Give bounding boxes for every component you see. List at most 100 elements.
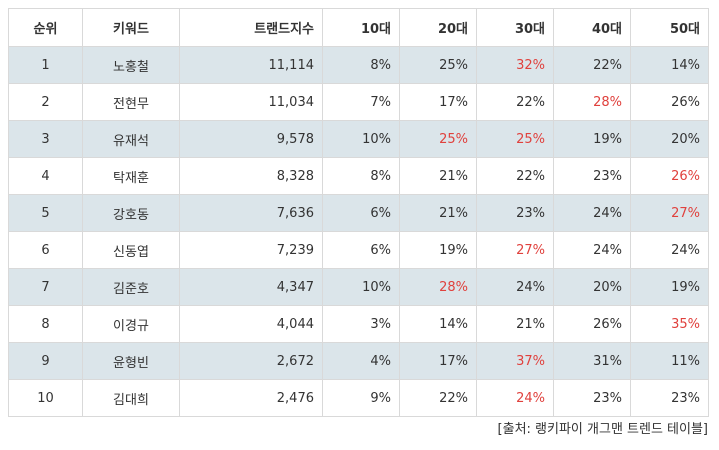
age-share-cell: 22% bbox=[476, 83, 554, 121]
table-row: 1 노홍철 11,114 8% 25% 32% 22% 14% bbox=[8, 46, 709, 84]
header-row: 순위 키워드 트랜드지수 10대 20대 30대 40대 50대 bbox=[8, 8, 709, 47]
trend-index-cell: 2,672 bbox=[179, 342, 323, 380]
age-share-cell: 10% bbox=[322, 120, 400, 158]
age-share-cell: 17% bbox=[399, 342, 477, 380]
table-row: 3 유재석 9,578 10% 25% 25% 19% 20% bbox=[8, 120, 709, 158]
rank-cell: 3 bbox=[8, 120, 83, 158]
rank-cell: 4 bbox=[8, 157, 83, 195]
keyword-cell: 전현무 bbox=[82, 83, 180, 121]
age-share-cell: 20% bbox=[630, 120, 709, 158]
keyword-cell: 이경규 bbox=[82, 305, 180, 343]
header-age-30s: 30대 bbox=[476, 8, 554, 47]
table-row: 4 탁재훈 8,328 8% 21% 22% 23% 26% bbox=[8, 157, 709, 195]
age-share-cell: 22% bbox=[399, 379, 477, 417]
age-share-cell: 23% bbox=[630, 379, 709, 417]
age-share-cell: 27% bbox=[630, 194, 709, 232]
header-age-10s: 10대 bbox=[322, 8, 400, 47]
trend-index-cell: 4,347 bbox=[179, 268, 323, 306]
trend-index-cell: 4,044 bbox=[179, 305, 323, 343]
header-rank: 순위 bbox=[8, 8, 83, 47]
age-share-cell: 19% bbox=[553, 120, 631, 158]
keyword-cell: 유재석 bbox=[82, 120, 180, 158]
age-share-cell: 26% bbox=[630, 157, 709, 195]
rank-cell: 6 bbox=[8, 231, 83, 269]
age-share-cell: 32% bbox=[476, 46, 554, 84]
keyword-cell: 탁재훈 bbox=[82, 157, 180, 195]
table-row: 10 김대희 2,476 9% 22% 24% 23% 23% bbox=[8, 379, 709, 417]
age-share-cell: 14% bbox=[630, 46, 709, 84]
header-age-50s: 50대 bbox=[630, 8, 709, 47]
table-row: 5 강호동 7,636 6% 21% 23% 24% 27% bbox=[8, 194, 709, 232]
keyword-cell: 강호동 bbox=[82, 194, 180, 232]
age-share-cell: 10% bbox=[322, 268, 400, 306]
age-share-cell: 14% bbox=[399, 305, 477, 343]
age-share-cell: 19% bbox=[399, 231, 477, 269]
age-share-cell: 28% bbox=[399, 268, 477, 306]
age-share-cell: 24% bbox=[476, 268, 554, 306]
age-share-cell: 19% bbox=[630, 268, 709, 306]
rank-cell: 10 bbox=[8, 379, 83, 417]
table-row: 9 윤형빈 2,672 4% 17% 37% 31% 11% bbox=[8, 342, 709, 380]
age-share-cell: 21% bbox=[399, 194, 477, 232]
table-row: 2 전현무 11,034 7% 17% 22% 28% 26% bbox=[8, 83, 709, 121]
header-trend-index: 트랜드지수 bbox=[179, 8, 323, 47]
age-share-cell: 26% bbox=[630, 83, 709, 121]
age-share-cell: 28% bbox=[553, 83, 631, 121]
age-share-cell: 17% bbox=[399, 83, 477, 121]
keyword-cell: 노홍철 bbox=[82, 46, 180, 84]
age-share-cell: 22% bbox=[476, 157, 554, 195]
trend-index-cell: 2,476 bbox=[179, 379, 323, 417]
rank-cell: 7 bbox=[8, 268, 83, 306]
age-share-cell: 6% bbox=[322, 194, 400, 232]
source-caption: [출처: 랭키파이 개그맨 트렌드 테이블] bbox=[497, 422, 708, 437]
age-share-cell: 31% bbox=[553, 342, 631, 380]
age-share-cell: 3% bbox=[322, 305, 400, 343]
age-share-cell: 7% bbox=[322, 83, 400, 121]
age-share-cell: 9% bbox=[322, 379, 400, 417]
keyword-cell: 신동엽 bbox=[82, 231, 180, 269]
table-row: 6 신동엽 7,239 6% 19% 27% 24% 24% bbox=[8, 231, 709, 269]
header-age-40s: 40대 bbox=[553, 8, 631, 47]
age-share-cell: 8% bbox=[322, 157, 400, 195]
header-keyword: 키워드 bbox=[82, 8, 180, 47]
age-share-cell: 23% bbox=[553, 157, 631, 195]
age-share-cell: 25% bbox=[476, 120, 554, 158]
age-share-cell: 27% bbox=[476, 231, 554, 269]
age-share-cell: 6% bbox=[322, 231, 400, 269]
age-share-cell: 24% bbox=[630, 231, 709, 269]
age-share-cell: 11% bbox=[630, 342, 709, 380]
rank-cell: 9 bbox=[8, 342, 83, 380]
keyword-cell: 김준호 bbox=[82, 268, 180, 306]
age-share-cell: 25% bbox=[399, 46, 477, 84]
age-share-cell: 21% bbox=[399, 157, 477, 195]
age-share-cell: 25% bbox=[399, 120, 477, 158]
trend-index-cell: 11,114 bbox=[179, 46, 323, 84]
trend-index-cell: 11,034 bbox=[179, 83, 323, 121]
header-age-20s: 20대 bbox=[399, 8, 477, 47]
age-share-cell: 20% bbox=[553, 268, 631, 306]
trend-index-cell: 9,578 bbox=[179, 120, 323, 158]
rank-cell: 1 bbox=[8, 46, 83, 84]
trend-index-cell: 7,636 bbox=[179, 194, 323, 232]
trend-index-cell: 7,239 bbox=[179, 231, 323, 269]
age-share-cell: 24% bbox=[553, 194, 631, 232]
keyword-cell: 윤형빈 bbox=[82, 342, 180, 380]
age-share-cell: 26% bbox=[553, 305, 631, 343]
trend-index-cell: 8,328 bbox=[179, 157, 323, 195]
age-share-cell: 37% bbox=[476, 342, 554, 380]
age-share-cell: 35% bbox=[630, 305, 709, 343]
trend-table: 순위 키워드 트랜드지수 10대 20대 30대 40대 50대 1 노홍철 11,… bbox=[8, 8, 709, 417]
table-row: 8 이경규 4,044 3% 14% 21% 26% 35% bbox=[8, 305, 709, 343]
age-share-cell: 21% bbox=[476, 305, 554, 343]
age-share-cell: 22% bbox=[553, 46, 631, 84]
age-share-cell: 4% bbox=[322, 342, 400, 380]
age-share-cell: 8% bbox=[322, 46, 400, 84]
trend-table-container: 순위 키워드 트랜드지수 10대 20대 30대 40대 50대 1 노홍철 11,… bbox=[8, 8, 709, 417]
age-share-cell: 24% bbox=[553, 231, 631, 269]
rank-cell: 2 bbox=[8, 83, 83, 121]
rank-cell: 5 bbox=[8, 194, 83, 232]
rank-cell: 8 bbox=[8, 305, 83, 343]
age-share-cell: 24% bbox=[476, 379, 554, 417]
age-share-cell: 23% bbox=[553, 379, 631, 417]
keyword-cell: 김대희 bbox=[82, 379, 180, 417]
